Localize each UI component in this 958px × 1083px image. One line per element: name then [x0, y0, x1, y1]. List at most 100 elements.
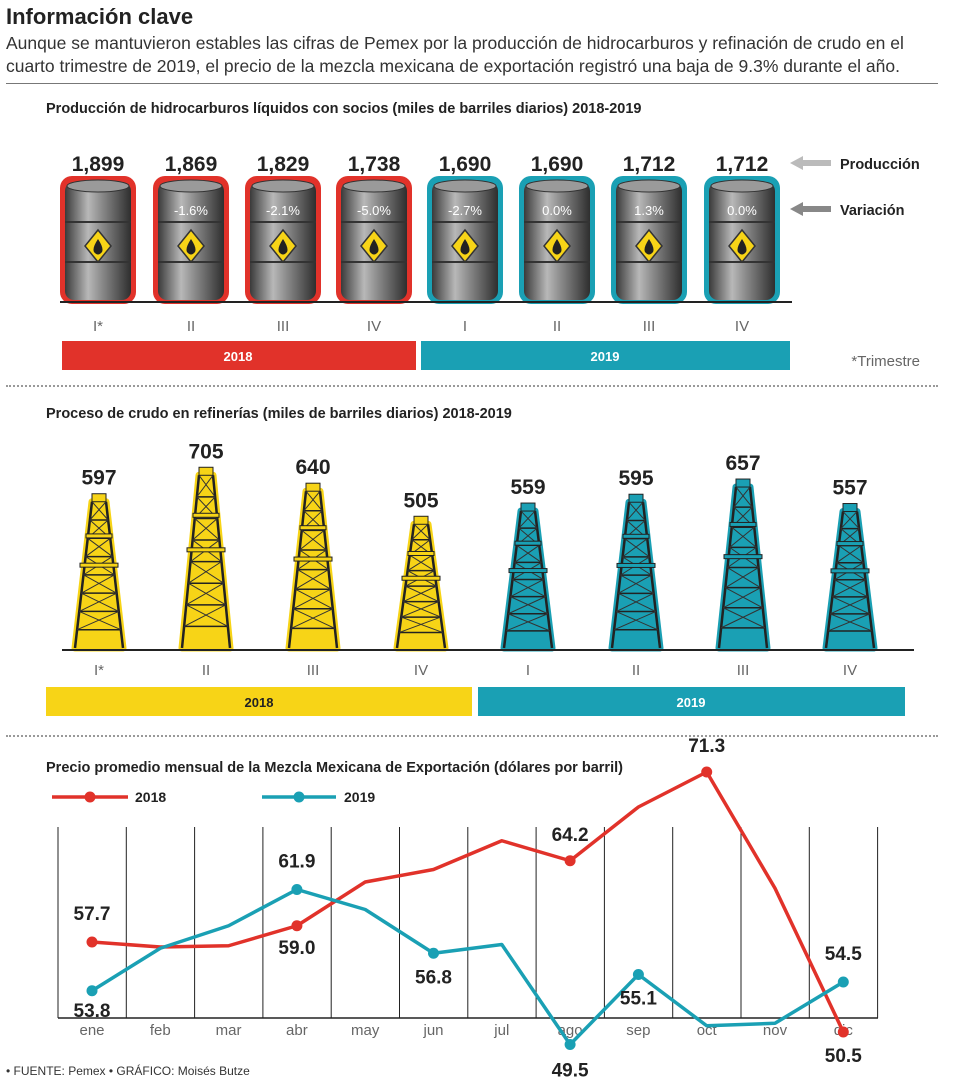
rig-cross: [832, 579, 868, 598]
rig-cross: [618, 574, 654, 594]
month-label: nov: [763, 1022, 788, 1039]
rig-cross: [733, 486, 753, 508]
barrel: [704, 176, 780, 304]
price-value-label: 71.3: [688, 736, 725, 757]
variation-label: 0.0%: [727, 203, 757, 218]
rig-cross: [827, 613, 873, 632]
refining-value-label: 657: [725, 452, 760, 475]
refining-value-label: 597: [81, 467, 116, 490]
month-label: feb: [150, 1022, 171, 1039]
series-line-2018: [91, 770, 845, 1033]
rig-cross: [76, 610, 122, 631]
rig-cross: [723, 587, 763, 609]
price-value-label: 57.7: [74, 904, 111, 925]
oil-drop-icon-inner: [278, 239, 288, 255]
legend-marker-2018: [84, 791, 96, 803]
quarter-label: II: [632, 662, 640, 679]
rig-crown: [91, 493, 107, 503]
oil-drop-icon-inner: [186, 239, 196, 255]
year-band-2018: [46, 687, 472, 716]
rig-crown: [842, 503, 858, 513]
rig-platform: [85, 533, 113, 539]
footnote-trimestre: *Trimestre: [851, 353, 920, 370]
header-divider: [6, 83, 938, 84]
price-chart-title: Precio promedio mensual de la Mezcla Mex…: [46, 760, 623, 776]
rig-platform: [293, 556, 333, 562]
rig-platform: [836, 541, 864, 547]
price-value-label: 56.8: [415, 967, 452, 988]
price-value-label: 50.5: [825, 1046, 862, 1067]
quarter-label: I: [463, 318, 467, 335]
variation-label: -2.7%: [448, 203, 482, 218]
year-label: 2018: [245, 695, 274, 710]
section-divider-1: [6, 385, 938, 387]
oil-drop-icon-inner: [552, 239, 562, 255]
section-divider-2: [6, 735, 938, 737]
rig-cross: [622, 538, 650, 558]
barrel-lid: [159, 179, 223, 193]
rig-cross: [398, 616, 444, 634]
rig-platform: [723, 554, 763, 560]
rig-platform: [192, 512, 220, 518]
source-credit: • FUENTE: Pemex • GRÁFICO: Moisés Butze: [6, 1064, 250, 1078]
data-point: [86, 936, 98, 948]
quarter-label: III: [737, 662, 750, 679]
price-value-label: 61.9: [278, 852, 315, 873]
month-label: may: [351, 1022, 380, 1039]
legend-produccion: Producción: [840, 157, 920, 173]
oil-rig: [285, 482, 341, 652]
barrels-chart-title: Producción de hidrocarburos líquidos con…: [46, 101, 642, 117]
rig-platform: [508, 568, 548, 574]
rig-platform: [407, 550, 435, 556]
year-label: 2019: [591, 349, 620, 364]
barrel: [427, 176, 503, 304]
production-label: 1,712: [716, 153, 769, 176]
refining-value-label: 557: [832, 477, 867, 500]
year-band-2018: [62, 341, 416, 370]
oil-drop-icon-inner: [644, 239, 654, 255]
rig-crown: [735, 478, 751, 488]
rig-cross: [293, 588, 333, 610]
rig-cross: [840, 511, 860, 529]
oil-rig: [393, 515, 449, 652]
quarter-label: IV: [367, 318, 381, 335]
rig-cross: [508, 596, 548, 615]
data-point: [564, 1039, 576, 1050]
production-label: 1,829: [257, 153, 310, 176]
rig-crown: [198, 466, 214, 476]
rig-platform: [299, 525, 327, 531]
rig-cross: [510, 579, 546, 598]
price-value-label: 64.2: [552, 825, 589, 846]
data-point: [701, 766, 713, 778]
production-label: 1,690: [531, 153, 584, 176]
rig-cross: [514, 544, 542, 563]
rig-crown: [305, 482, 321, 492]
barrel-lid: [525, 179, 589, 193]
barrel: [60, 176, 136, 304]
quarter-label: III: [277, 318, 290, 335]
quarter-label: III: [643, 318, 656, 335]
month-label: ene: [79, 1022, 104, 1039]
barrel-lid: [251, 179, 315, 193]
refining-value-label: 595: [618, 467, 653, 490]
rig-cross: [196, 474, 216, 498]
rig-cross: [303, 490, 323, 512]
refining-value-label: 640: [295, 456, 330, 479]
barrel: [245, 176, 321, 304]
year-label: 2019: [677, 695, 706, 710]
quarter-label: IV: [414, 662, 428, 679]
year-label: 2018: [224, 349, 253, 364]
variation-label: -5.0%: [357, 203, 391, 218]
data-point: [837, 1026, 849, 1038]
legend-marker-2019: [293, 791, 305, 803]
rig-cross: [616, 592, 656, 613]
price-value-label: 53.8: [74, 1001, 111, 1022]
quarter-label: IV: [735, 318, 749, 335]
rig-cross: [192, 518, 220, 541]
quarter-label: I: [526, 662, 530, 679]
month-label: jul: [493, 1022, 509, 1039]
refining-value-label: 705: [188, 440, 223, 463]
rig-cross: [411, 523, 431, 541]
barrel: [153, 176, 229, 304]
